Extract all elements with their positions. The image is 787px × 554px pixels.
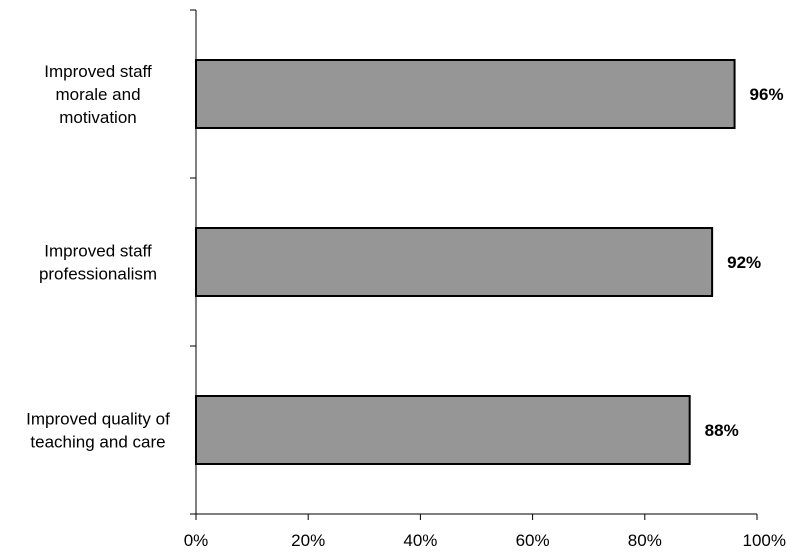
- category-label-line: morale and: [55, 85, 140, 104]
- bar-3: [195, 395, 691, 465]
- category-label-line: Improved quality of: [26, 410, 170, 429]
- axes-group: 0% 20% 40% 60% 80% 100%: [184, 9, 786, 550]
- category-label-line: Improved staff: [44, 62, 152, 81]
- x-tick-label: 0%: [184, 531, 209, 550]
- x-tick-label: 20%: [291, 531, 325, 550]
- category-label-2: Improved staff professionalism: [39, 242, 157, 284]
- x-tick-label: 80%: [628, 531, 662, 550]
- data-label-2: 92%: [727, 253, 761, 272]
- data-label-3: 88%: [705, 421, 739, 440]
- x-tick-label: 40%: [403, 531, 437, 550]
- x-tick-label: 60%: [516, 531, 550, 550]
- data-label-1: 96%: [750, 85, 784, 104]
- category-label-line: Improved staff: [44, 242, 152, 261]
- category-label-3: Improved quality of teaching and care: [26, 410, 170, 452]
- category-label-line: motivation: [59, 108, 136, 127]
- x-tick-label: 100%: [743, 531, 786, 550]
- category-label-line: professionalism: [39, 265, 157, 284]
- bar-2: [195, 227, 714, 297]
- bars-group: [195, 59, 736, 465]
- bar-1: [195, 59, 736, 129]
- labels-group: 96% Improved staff morale and motivation 92%…: [26, 62, 783, 452]
- category-label-line: teaching and care: [30, 433, 165, 452]
- category-label-1: Improved staff morale and motivation: [44, 62, 152, 127]
